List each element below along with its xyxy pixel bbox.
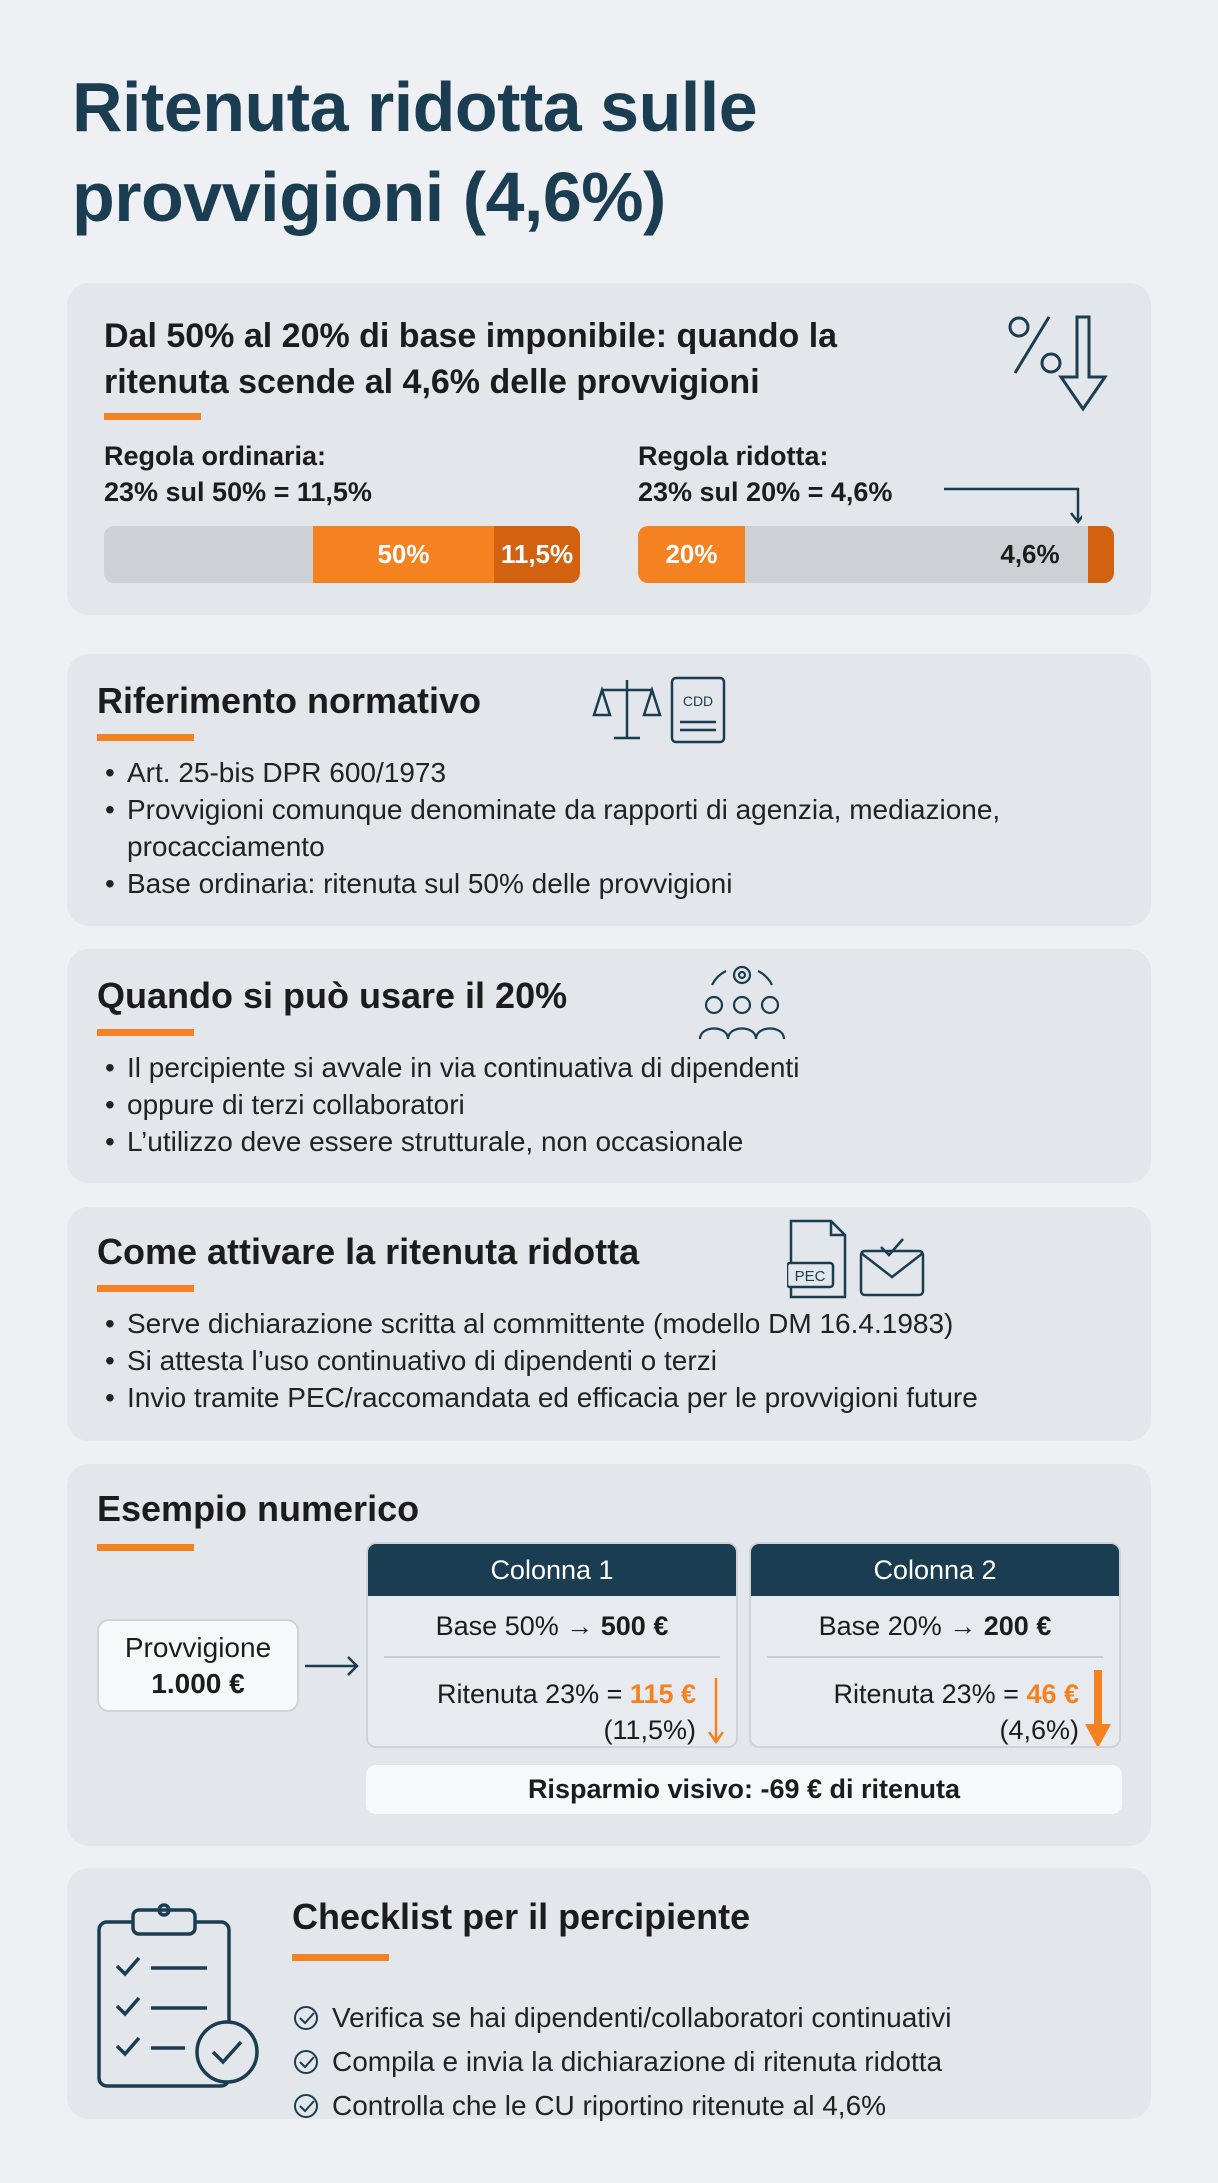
ritenuta-pct: (11,5%)	[603, 1715, 696, 1745]
reduced-bar: 20% 4,6%	[638, 526, 1114, 583]
ordinary-label: Regola ordinaria:	[104, 441, 327, 471]
checklist-heading: Checklist per il percipiente	[292, 1896, 751, 1937]
column-1-ritenuta: Ritenuta 23% = 115 € (11,5%)	[368, 1658, 736, 1746]
reduced-base-segment: 20%	[638, 526, 745, 583]
svg-text:CDD: CDD	[683, 693, 713, 709]
column-1-header: Colonna 1	[368, 1544, 736, 1596]
checklist-text: Compila e invia la dichiarazione di rite…	[332, 2046, 943, 2077]
list-item: Provvigioni comunque denominate da rappo…	[105, 791, 1085, 865]
ritenuta-value: 115 €	[629, 1679, 696, 1709]
check-circle-icon	[294, 2006, 318, 2030]
title-line-1: Ritenuta ridotta sulle	[72, 68, 758, 146]
base-value: 500 €	[600, 1610, 669, 1641]
list-item: Il percipiente si avvale in via continua…	[105, 1049, 799, 1086]
base-value: 200 €	[983, 1610, 1052, 1641]
scales-book-icon: CDD	[592, 676, 726, 744]
esempio-heading: Esempio numerico	[97, 1488, 420, 1529]
reduced-label: Regola ridotta:	[638, 441, 829, 471]
checklist-list: Verifica se hai dipendenti/collaboratori…	[292, 1996, 952, 2128]
heading-underline	[97, 1029, 194, 1036]
column-1-base: Base 50% → 500 €	[384, 1596, 720, 1658]
riferimento-list: Art. 25-bis DPR 600/1973 Provvigioni com…	[105, 754, 1085, 902]
list-item: Si attesta l’uso continuativo di dipende…	[105, 1342, 978, 1379]
pointer-arrow-icon	[944, 487, 1082, 525]
ritenuta-text: Ritenuta 23% =	[437, 1679, 623, 1709]
ritenuta-pct: (4,6%)	[999, 1715, 1079, 1745]
quando-card: Quando si può usare il 20% Il percipient…	[67, 949, 1151, 1183]
ordinary-base-segment: 50%	[313, 526, 494, 583]
ordinary-rule: Regola ordinaria: 23% sul 50% = 11,5%	[104, 438, 372, 510]
checklist-card: Checklist per il percipiente Verifica se…	[67, 1868, 1151, 2121]
checklist-text: Controlla che le CU riportino ritenute a…	[332, 2090, 887, 2121]
heading-underline	[104, 413, 201, 420]
list-item: oppure di terzi collaboratori	[105, 1086, 799, 1123]
list-item: Art. 25-bis DPR 600/1973	[105, 754, 1085, 791]
checklist-text: Verifica se hai dipendenti/collaboratori…	[332, 2002, 952, 2033]
heading-underline	[97, 734, 194, 741]
checklist-item: Verifica se hai dipendenti/collaboratori…	[292, 1996, 952, 2040]
riferimento-heading: Riferimento normativo	[97, 680, 482, 721]
heading-underline	[97, 1285, 194, 1292]
ritenuta-text: Ritenuta 23% =	[833, 1679, 1019, 1709]
column-2: Colonna 2 Base 20% → 200 € Ritenuta 23% …	[749, 1542, 1121, 1748]
list-item: Base ordinaria: ritenuta sul 50% delle p…	[105, 865, 1085, 902]
percent-down-icon	[1008, 315, 1108, 412]
base-text: Base 50% →	[435, 1610, 594, 1641]
page-title: Ritenuta ridotta sulle provvigioni (4,6%…	[72, 62, 758, 242]
check-circle-icon	[294, 2050, 318, 2074]
clipboard-check-icon	[97, 1903, 259, 2088]
intro-card: Dal 50% al 20% di base imponibile: quand…	[67, 283, 1151, 615]
list-item: Serve dichiarazione scritta al committen…	[105, 1305, 978, 1342]
reduced-withholding-label: 4,6%	[1000, 539, 1060, 569]
reduced-withholding-segment	[1088, 526, 1114, 583]
quando-heading: Quando si può usare il 20%	[97, 975, 568, 1016]
come-list: Serve dichiarazione scritta al committen…	[105, 1305, 978, 1416]
reduced-rule: Regola ridotta: 23% sul 20% = 4,6%	[638, 438, 892, 510]
heading-underline	[97, 1544, 194, 1551]
ordinary-formula: 23% sul 50% = 11,5%	[104, 477, 372, 507]
esempio-card: Esempio numerico Provvigione 1.000 € Col…	[67, 1464, 1151, 1846]
arrow-down-thin-icon	[707, 1678, 725, 1745]
intro-heading-line-1: Dal 50% al 20% di base imponibile: quand…	[104, 317, 838, 355]
column-1: Colonna 1 Base 50% → 500 € Ritenuta 23% …	[366, 1542, 738, 1748]
provvigione-label: Provvigione	[124, 1631, 272, 1663]
reduced-formula: 23% sul 20% = 4,6%	[638, 477, 893, 507]
provvigione-value: 1.000 €	[151, 1667, 245, 1699]
come-card: Come attivare la ritenuta ridotta PEC Se…	[67, 1207, 1151, 1441]
heading-underline	[292, 1954, 389, 1961]
riferimento-card: Riferimento normativo CDD Art. 25-bis DP…	[67, 654, 1151, 926]
list-item: L’utilizzo deve essere strutturale, non …	[105, 1123, 799, 1160]
column-2-header: Colonna 2	[751, 1544, 1119, 1596]
intro-heading-line-2: ritenuta scende al 4,6% delle provvigion…	[104, 363, 760, 401]
arrow-right-icon	[305, 1656, 359, 1676]
column-2-ritenuta: Ritenuta 23% = 46 € (4,6%)	[751, 1658, 1119, 1746]
column-2-base: Base 20% → 200 €	[767, 1596, 1103, 1658]
provvigione-box: Provvigione 1.000 €	[97, 1619, 299, 1712]
ordinary-bar: 50% 11,5%	[104, 526, 580, 583]
ritenuta-value: 46 €	[1026, 1679, 1079, 1709]
quando-list: Il percipiente si avvale in via continua…	[105, 1049, 799, 1160]
team-gear-icon	[698, 965, 786, 1040]
check-circle-icon	[294, 2094, 318, 2118]
come-heading: Come attivare la ritenuta ridotta	[97, 1231, 640, 1272]
ordinary-withholding-segment: 11,5%	[494, 526, 580, 583]
pec-mail-icon: PEC	[787, 1219, 925, 1299]
checklist-item: Compila e invia la dichiarazione di rite…	[292, 2040, 952, 2084]
intro-heading: Dal 50% al 20% di base imponibile: quand…	[104, 313, 837, 405]
savings-banner: Risparmio visivo: -69 € di ritenuta	[366, 1765, 1122, 1814]
list-item: Invio tramite PEC/raccomandata ed effica…	[105, 1379, 978, 1416]
checklist-item: Controlla che le CU riportino ritenute a…	[292, 2084, 952, 2128]
svg-text:PEC: PEC	[795, 1268, 826, 1285]
base-text: Base 20% →	[818, 1610, 977, 1641]
arrow-down-thick-icon	[1085, 1670, 1111, 1746]
title-line-2: provvigioni (4,6%)	[72, 158, 666, 236]
